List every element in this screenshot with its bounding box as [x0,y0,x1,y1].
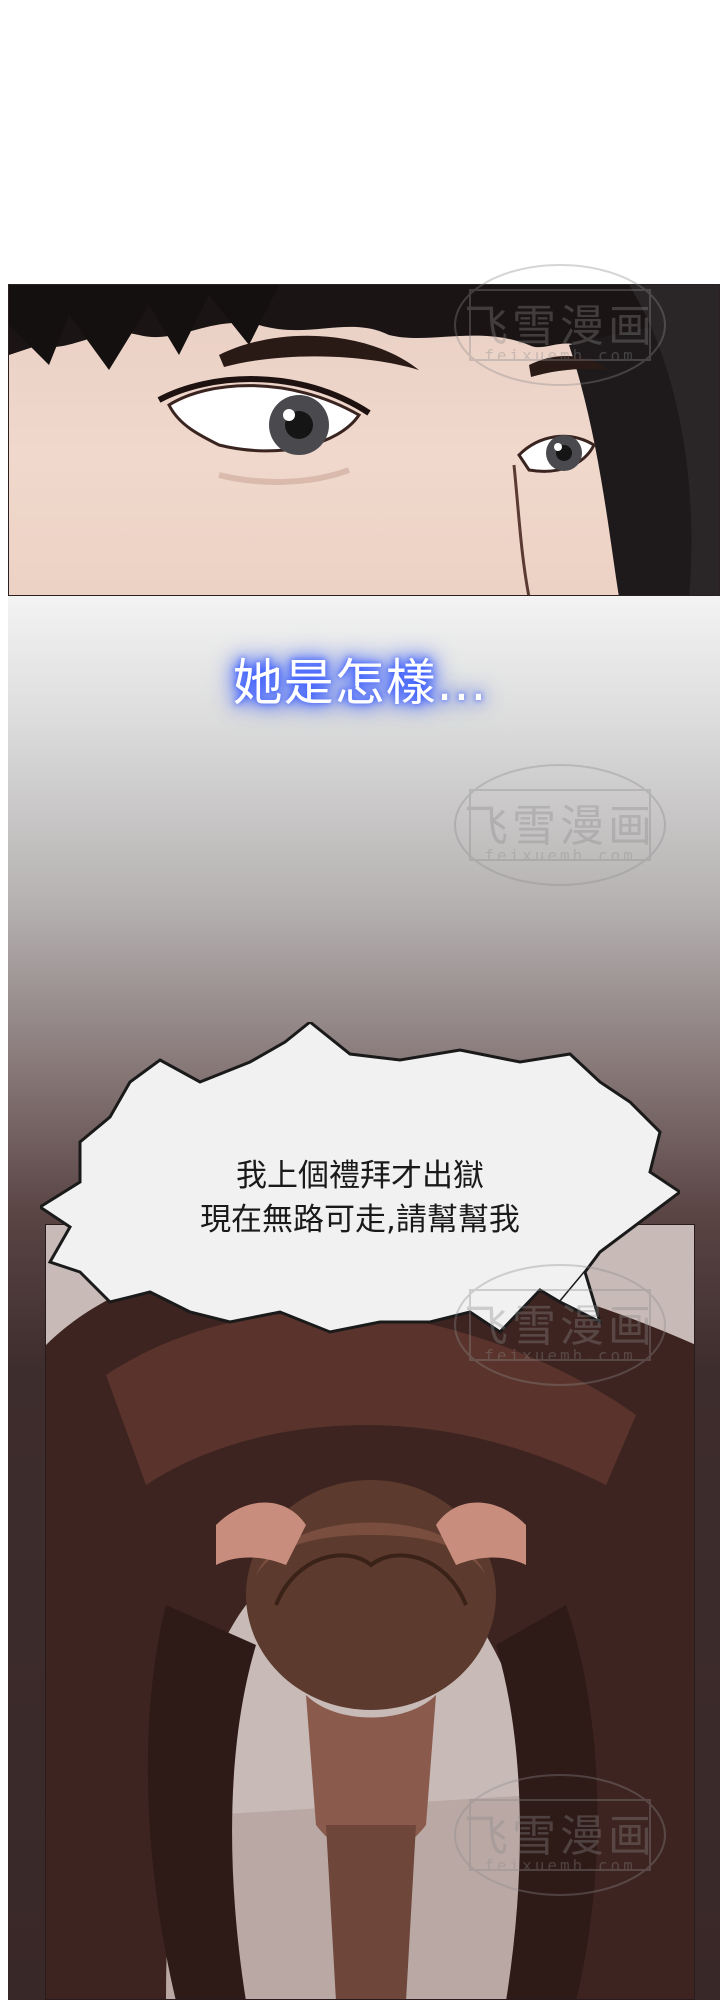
watermark: 飞雪漫画 feixuemh.com [450,250,670,400]
watermark-site: feixuemh.com [484,346,636,365]
eyes-illustration [9,285,719,595]
watermark-title: 飞雪漫画 [464,1811,656,1862]
watermark-site: feixuemh.com [484,1346,636,1365]
bowing-figure-panel [45,1224,695,2000]
watermark-title: 飞雪漫画 [464,801,656,852]
watermark-ornament-icon [454,764,666,886]
watermark-title: 飞雪漫画 [464,1301,656,1352]
speech-line-1: 我上個禮拜才出獄 [236,1158,484,1194]
narration-text: 她是怎樣... [232,654,488,712]
bowing-figure-illustration [46,1225,694,1999]
watermark-ornament-icon [454,1264,666,1386]
watermark: 飞雪漫画 feixuemh.com [450,750,670,900]
watermark-ornament-icon [454,264,666,386]
watermark: 飞雪漫画 feixuemh.com [450,1250,670,1400]
watermark-site: feixuemh.com [484,846,636,865]
speech-line-2: 現在無路可走,請幫幫我 [200,1202,520,1238]
speech-bubble [40,1022,680,1334]
watermark-title: 飞雪漫画 [464,301,656,352]
watermark: 飞雪漫画 feixuemh.com [450,1760,670,1910]
watermark-ornament-icon [454,1774,666,1896]
watermark-site: feixuemh.com [484,1856,636,1875]
eyes-closeup-panel [8,284,720,596]
